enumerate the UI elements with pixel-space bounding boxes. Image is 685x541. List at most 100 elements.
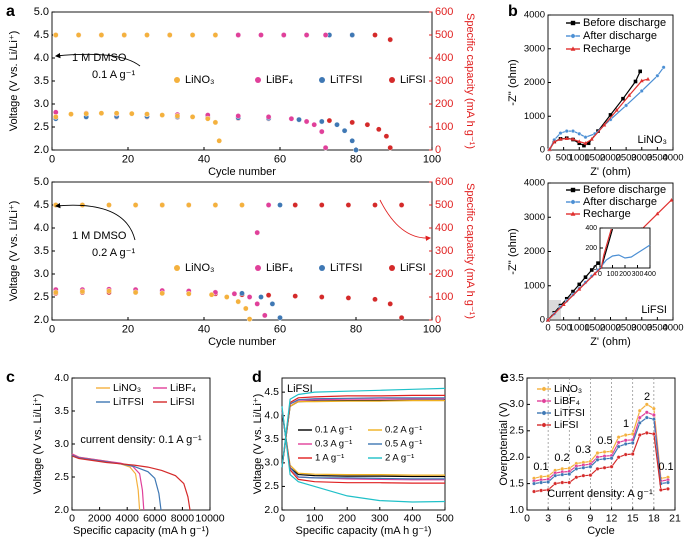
- x-tick-label: 400: [644, 271, 656, 278]
- data-point: [318, 202, 325, 208]
- data-marker: [553, 481, 558, 486]
- data-point: [121, 32, 127, 38]
- data-marker: [651, 412, 656, 417]
- data-marker: [589, 137, 594, 141]
- legend-label: LiFSI: [400, 262, 426, 274]
- data-marker: [655, 73, 660, 78]
- y-tick-label: 1.0: [509, 504, 524, 516]
- data-marker: [661, 65, 666, 70]
- data-marker: [571, 137, 575, 141]
- data-point: [128, 110, 135, 117]
- x-tick-label: 60: [274, 153, 286, 165]
- x-tick-label: 20: [122, 323, 134, 335]
- data-line: [549, 71, 641, 150]
- legend-label: LiNO₃: [185, 74, 215, 86]
- data-point: [269, 301, 276, 307]
- data-marker: [532, 489, 537, 494]
- x-tick-label: 2500: [616, 323, 637, 334]
- data-marker: [644, 410, 649, 415]
- data-marker: [627, 93, 632, 97]
- data-point: [212, 119, 219, 126]
- data-marker: [581, 465, 586, 470]
- y-tick-label: 3.5: [34, 75, 49, 87]
- data-point: [345, 202, 352, 208]
- y-axis-label: Overpotential (V): [498, 402, 510, 485]
- y-tick-label: 3000: [524, 43, 545, 54]
- data-point: [292, 293, 299, 299]
- x-tick-label: 500: [556, 153, 572, 164]
- data-marker: [623, 438, 628, 443]
- data-point: [239, 202, 245, 208]
- data-marker: [614, 108, 619, 112]
- annotation: 0.2 A g⁻¹: [92, 247, 135, 259]
- data-point: [353, 147, 359, 153]
- x-tick-label: 80: [350, 323, 362, 335]
- y-tick-label: 4.5: [264, 386, 279, 398]
- y2-tick-label: 500: [435, 29, 453, 41]
- data-point: [189, 114, 196, 120]
- data-line: [71, 455, 191, 511]
- data-marker: [532, 481, 537, 486]
- x-tick-label: 6000: [143, 513, 167, 525]
- data-point: [246, 294, 253, 300]
- y2-tick-label: 600: [435, 176, 453, 188]
- data-point: [68, 111, 74, 117]
- x-tick-label: 21: [669, 513, 681, 525]
- data-marker: [602, 465, 607, 470]
- x-tick-label: 4000: [662, 153, 683, 164]
- x-tick-label: 0: [545, 323, 550, 334]
- data-point: [159, 290, 165, 297]
- legend-symbol: [174, 265, 180, 271]
- legend-label: After discharge: [583, 196, 657, 208]
- data-point: [322, 32, 329, 38]
- data-marker: [637, 433, 642, 438]
- x-tick-label: 2000: [88, 513, 112, 525]
- data-marker: [577, 139, 582, 144]
- annotation: 0.1: [658, 461, 673, 473]
- data-point: [83, 110, 89, 117]
- x-tick-label: 1500: [584, 323, 605, 334]
- y-axis-label: Voltage (V vs. Li/Li⁺): [252, 394, 264, 495]
- data-point: [144, 32, 150, 38]
- legend-label: 0.2 A g⁻¹: [385, 425, 422, 436]
- data-marker: [637, 420, 642, 425]
- data-marker: [596, 261, 600, 265]
- data-marker: [644, 430, 649, 435]
- y2-tick-label: 500: [435, 199, 453, 211]
- y-tick-label: 3.0: [264, 457, 279, 469]
- data-point: [265, 202, 272, 208]
- panel-label: a: [6, 3, 15, 20]
- data-point: [185, 202, 192, 208]
- data-point: [318, 118, 325, 125]
- x-tick-label: 100: [423, 323, 441, 335]
- data-marker: [623, 433, 628, 438]
- legend-label: Recharge: [583, 43, 631, 55]
- y2-tick-label: 600: [435, 6, 453, 18]
- x-tick-label: 0: [49, 153, 55, 165]
- panel-label: b: [508, 3, 518, 20]
- data-point: [349, 32, 356, 38]
- y-tick-label: 3.0: [34, 98, 49, 110]
- legend-symbol: [541, 398, 547, 404]
- data-point: [254, 229, 261, 236]
- annotation: 2: [644, 391, 650, 403]
- x-tick-label: 1500: [584, 153, 605, 164]
- y2-tick-label: 0: [435, 314, 441, 326]
- data-marker: [655, 211, 660, 216]
- data-marker: [574, 475, 579, 480]
- x-tick-label: 12: [606, 513, 618, 525]
- legend-symbol: [541, 410, 547, 416]
- data-marker: [665, 480, 670, 485]
- arrow: [54, 202, 136, 241]
- data-point: [159, 202, 165, 208]
- x-tick-label: 300: [632, 271, 644, 278]
- data-marker: [658, 487, 663, 492]
- data-marker: [602, 456, 607, 461]
- arrow: [379, 199, 432, 241]
- legend-label: LiFSI: [554, 419, 579, 431]
- data-point: [372, 296, 378, 303]
- data-point: [265, 114, 272, 120]
- data-marker: [539, 488, 544, 493]
- y-tick-label: 3000: [524, 212, 545, 223]
- annotation: 0.1 A g⁻¹: [92, 69, 135, 81]
